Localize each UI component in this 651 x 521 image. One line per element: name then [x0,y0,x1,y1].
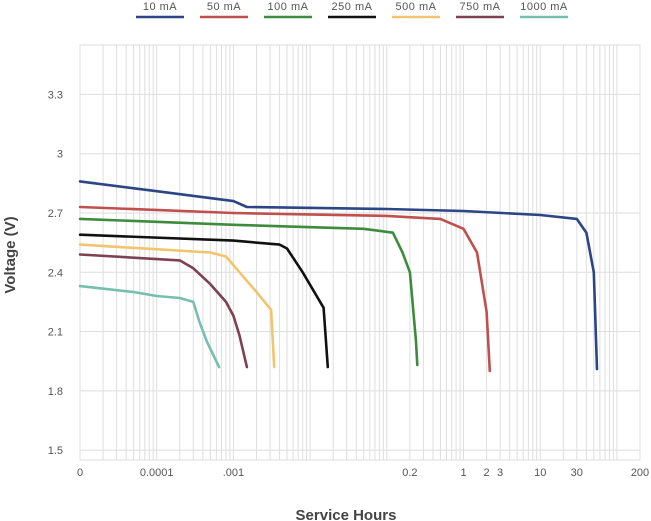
y-tick-label: 2.7 [48,208,63,220]
y-axis-title: Voltage (V) [2,216,19,293]
x-tick-label: 1 [460,467,466,479]
plot-area [79,44,641,461]
y-tick-label: 2.1 [48,327,63,339]
legend-label-750-ma: 750 mA [460,1,501,13]
x-tick-label: 3 [497,467,503,479]
legend: 10 mA 50 mA 100 mA 250 mA 500 mA 750 mA 1000 m… [136,1,568,19]
series-line-750-ma [78,253,249,369]
legend-label-1000-ma: 1000 mA [520,1,568,13]
series-line-500-ma [78,243,276,369]
series-line-1000-ma [78,284,221,369]
x-tick-label: 0.2 [402,467,417,479]
grid [80,45,640,460]
legend-label-100-ma: 100 mA [268,1,309,13]
x-tick-label: 0.0001 [140,467,174,479]
x-tick-label: 10 [534,467,546,479]
legend-label-10-ma: 10 mA [143,1,177,13]
y-tick-label: 3.3 [48,89,63,101]
tick-labels: 0 0.0001.001 0.2 1 2 3 10 30 2001.51.82.12.42.73… [48,89,649,479]
x-tick-label: 0 [77,467,83,479]
legend-label-250-ma: 250 mA [332,1,373,13]
x-tick-label: 200 [631,467,649,479]
y-tick-label: 1.5 [48,445,63,457]
y-tick-label: 1.8 [48,386,63,398]
x-tick-label: 30 [571,467,583,479]
series-line-10-ma [78,180,599,371]
series-line-100-ma [78,217,419,367]
x-axis-title: Service Hours [296,507,397,521]
y-tick-label: 2.4 [48,267,63,279]
series-line-50-ma [78,205,492,373]
y-tick-label: 3 [57,149,63,161]
series-lines [78,180,599,373]
legend-label-500-ma: 500 mA [396,1,437,13]
x-tick-label: .001 [223,467,244,479]
legend-label-50-ma: 50 mA [207,1,241,13]
x-tick-label: 2 [484,467,490,479]
series-line-250-ma [78,233,330,369]
